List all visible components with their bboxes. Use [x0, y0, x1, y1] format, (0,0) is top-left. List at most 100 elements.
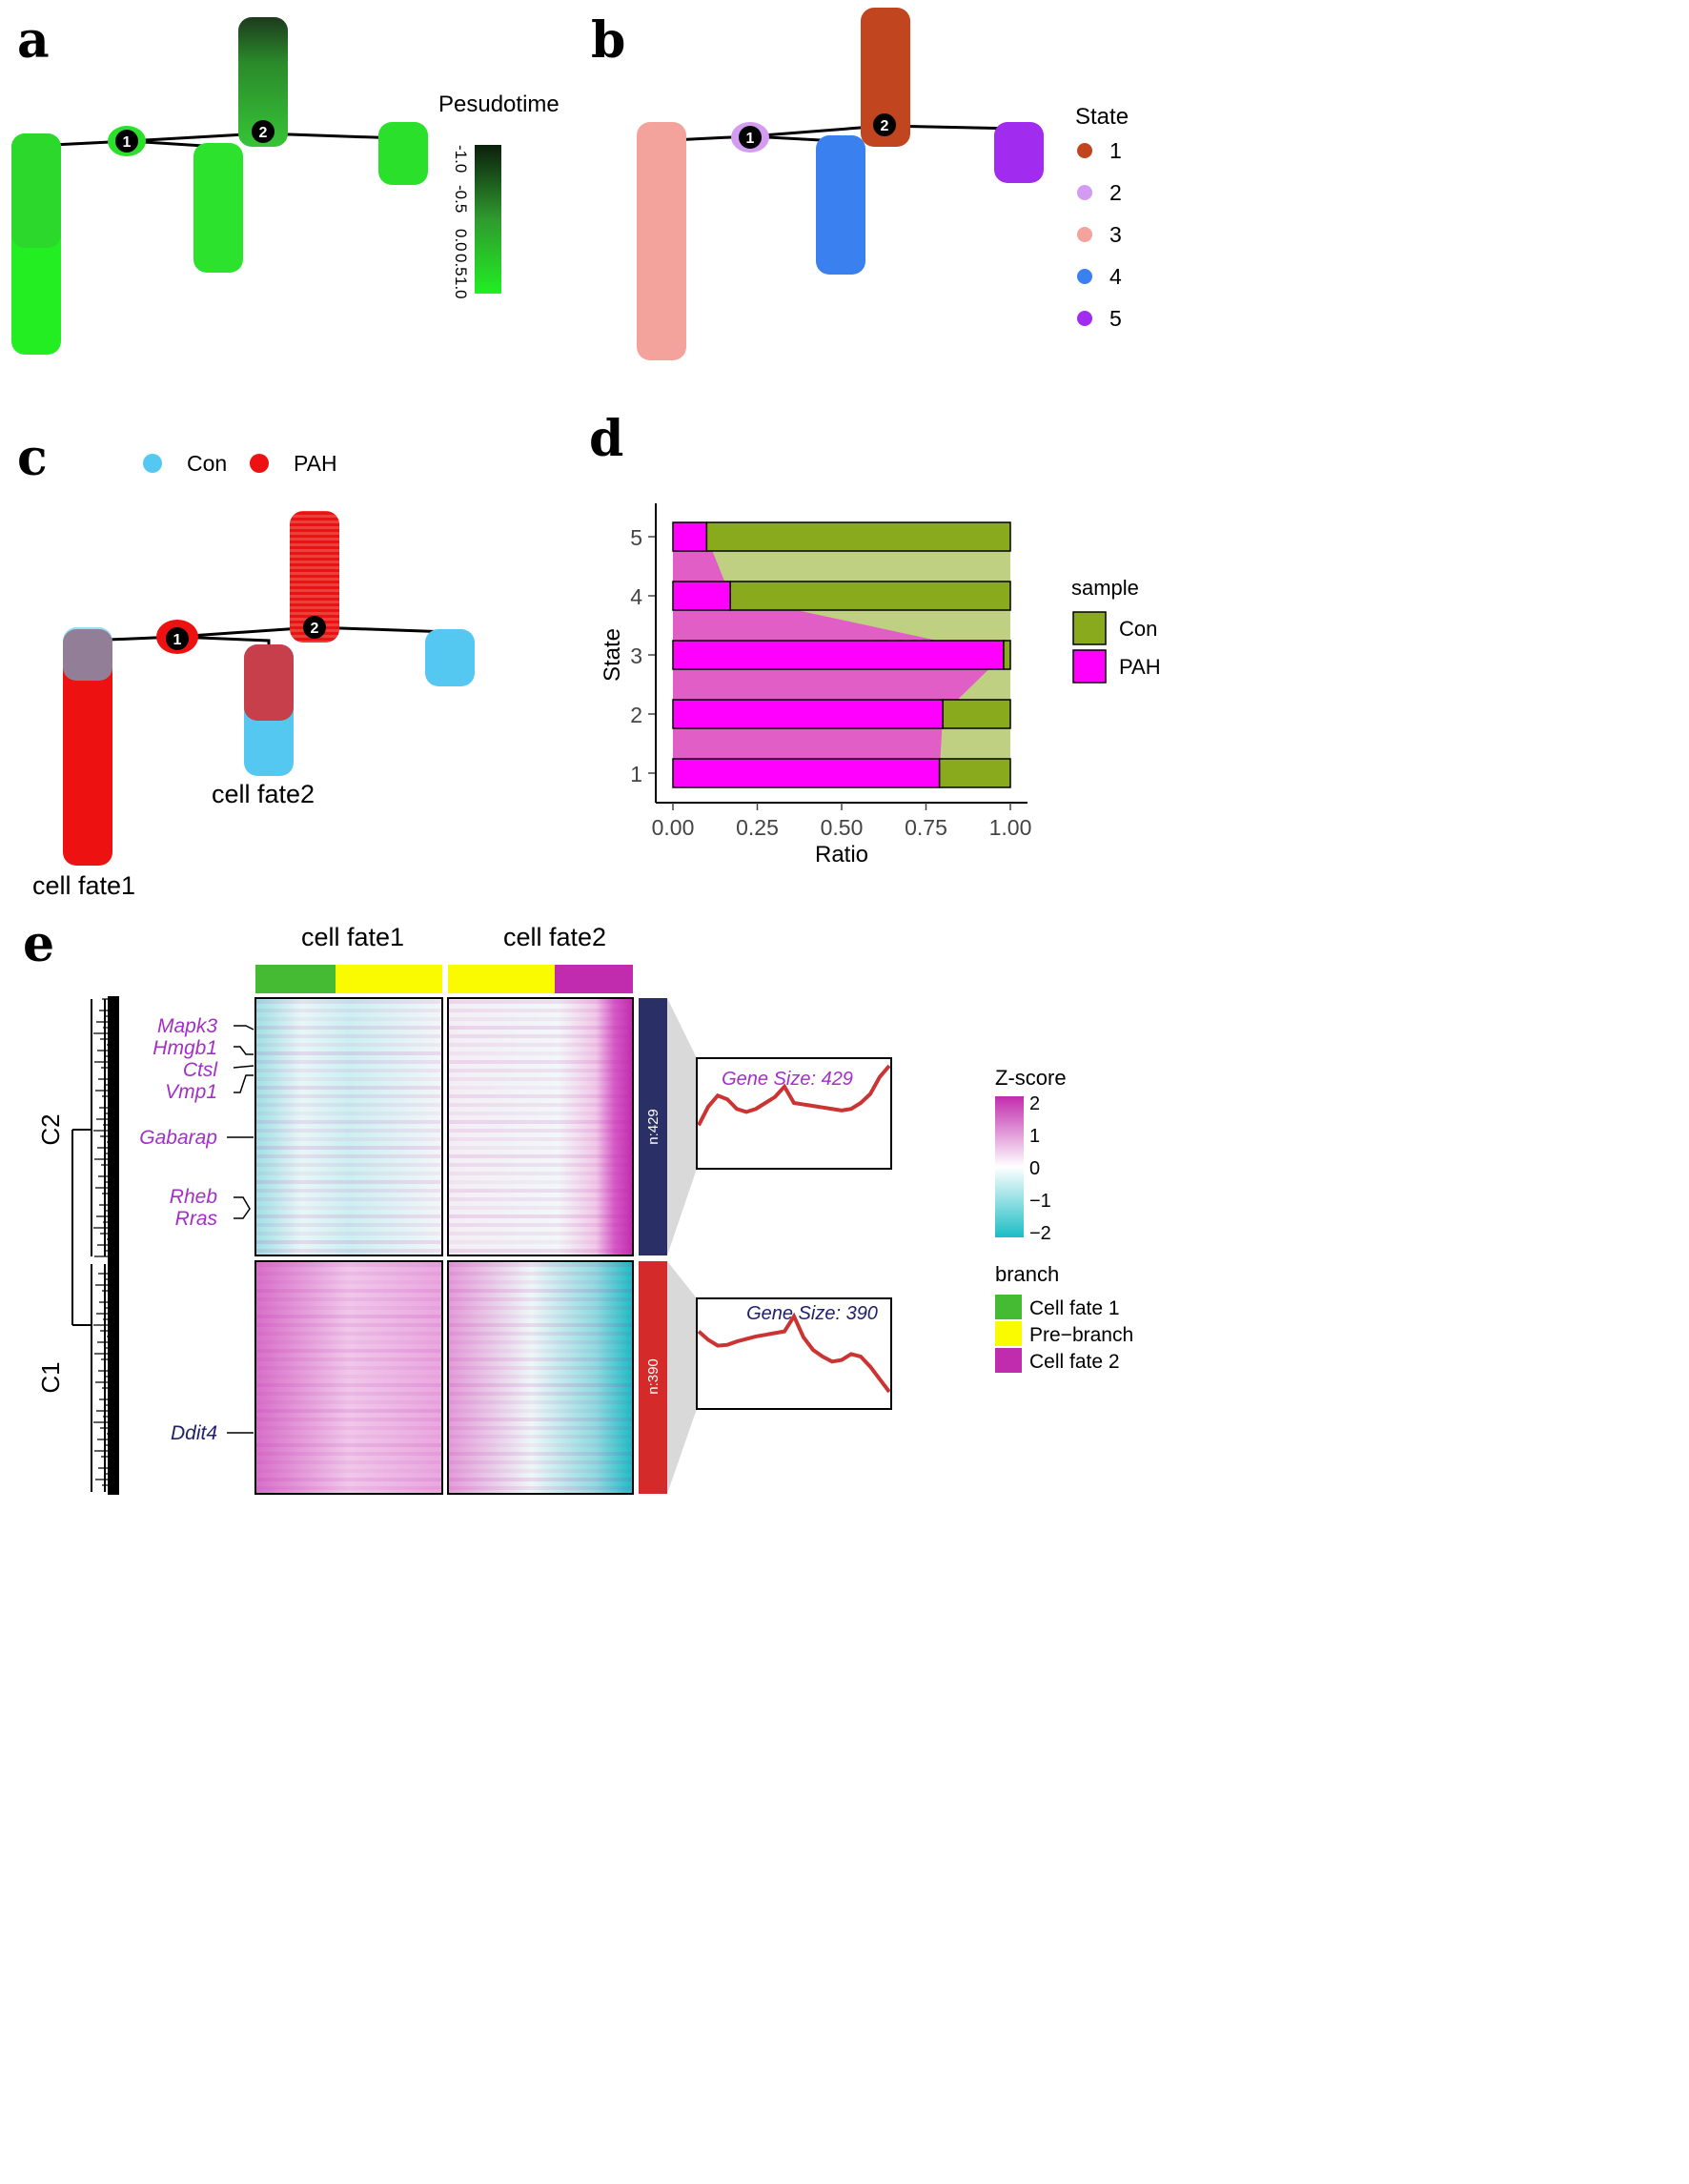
heatmap-row	[448, 1214, 633, 1218]
branch-legend-label: Pre−branch	[1029, 1324, 1133, 1346]
branch-bar-cell-fate1	[255, 965, 336, 993]
heatmap-row	[448, 1315, 633, 1318]
gene-label: Ddit4	[171, 1422, 217, 1444]
gene-leader	[234, 1046, 254, 1055]
trajectory-line	[85, 625, 451, 643]
heatmap-row	[448, 1332, 633, 1336]
dendrogram	[71, 996, 119, 1495]
heatmap-row	[255, 1189, 442, 1193]
state-legend-dot	[1077, 269, 1092, 284]
heatmap-row	[448, 1486, 633, 1490]
heatmap-row	[448, 1409, 633, 1413]
zscore-tick: 1	[1029, 1126, 1040, 1147]
heatmap-row	[255, 1240, 442, 1244]
heatmap-row	[448, 1272, 633, 1276]
heatmap-row-texture	[255, 1000, 633, 1490]
cluster-state5	[994, 122, 1044, 183]
heatmap-row	[255, 1000, 442, 1004]
heatmap-row	[448, 1154, 633, 1158]
heatmap-row	[448, 1323, 633, 1327]
heatmap-row	[255, 1249, 442, 1253]
heatmap-row	[255, 1232, 442, 1235]
gene-label: Ctsl	[183, 1059, 219, 1081]
heatmap-c2-fate2	[447, 997, 634, 1256]
panel-b: b 1 2 State 1 2 3 4 5	[591, 8, 1129, 360]
heatmap-row	[448, 1443, 633, 1447]
dendrogram-branches	[72, 1129, 92, 1326]
heatmap-row	[448, 1357, 633, 1361]
dendrogram-leaves	[93, 996, 119, 1495]
heatmap-row	[255, 1043, 442, 1047]
heatmap-row	[255, 1478, 442, 1481]
state-legend: 1 2 3 4 5	[1077, 138, 1122, 331]
heatmap-row	[448, 1069, 633, 1072]
y-tick-label: 2	[630, 703, 642, 727]
gene-size-label-c1: Gene Size: 390	[746, 1303, 878, 1324]
heatmap-row	[255, 1486, 442, 1490]
branch-bar-pre-branch	[448, 965, 555, 993]
heatmap-row	[448, 1103, 633, 1107]
state-legend-label: 2	[1109, 180, 1122, 205]
heatmap-row	[448, 1452, 633, 1456]
heatmap-row	[448, 1289, 633, 1293]
legend-title: sample	[1071, 576, 1139, 600]
branch-legend: Cell fate 1 Pre−branch Cell fate 2	[995, 1295, 1133, 1373]
heatmap-row	[255, 1357, 442, 1361]
heatmap-row	[255, 1366, 442, 1370]
heatmap-row	[448, 1418, 633, 1421]
heatmap-row	[255, 1409, 442, 1413]
panel-c: c Con PAH 1 2 cell fate2 cell fate1	[17, 429, 475, 900]
legend-swatch-con	[1072, 611, 1107, 645]
cluster-cell-fate1	[63, 629, 112, 866]
x-tick-label: 0.50	[821, 815, 864, 840]
heatmap-row	[448, 1460, 633, 1464]
gene-leader	[234, 1196, 251, 1219]
heatmap-row	[448, 1280, 633, 1284]
y-tick-label: 5	[630, 525, 642, 550]
cluster-cell-fate1-shade	[11, 133, 61, 248]
annotation-cell-fate2: cell fate2	[212, 780, 315, 808]
bar-con-state-3	[1003, 640, 1011, 670]
state-legend-title: State	[1075, 104, 1129, 130]
branch-node-1	[739, 126, 762, 149]
cluster-state1	[238, 17, 288, 147]
cluster-cell-fate2	[193, 143, 243, 273]
heatmap-row	[448, 1383, 633, 1387]
y-tick-label: 3	[630, 643, 642, 668]
heatmap-row	[448, 1375, 633, 1378]
gene-labels-c2: Mapk3 Hmgb1 Ctsl Vmp1 Gabarap Rheb Rras	[139, 1015, 218, 1230]
cluster-bar-c1	[639, 1261, 667, 1494]
branch-node-1-label: 1	[173, 632, 182, 648]
heatmap-row	[255, 1077, 442, 1081]
heatmap-row	[255, 1306, 442, 1310]
heatmap-row	[255, 1272, 442, 1276]
heatmap-row	[448, 1094, 633, 1098]
heatmap-row	[255, 1460, 442, 1464]
zscore-tick: −2	[1029, 1223, 1051, 1244]
bar-pah-state-3	[672, 640, 1005, 670]
heatmap-row	[255, 1332, 442, 1336]
heatmap-c1-fate2	[447, 1260, 634, 1495]
heatmap-row	[448, 1051, 633, 1055]
x-tick-label: 1.00	[989, 815, 1032, 840]
heatmap-row	[255, 1086, 442, 1090]
heatmap-row	[255, 1154, 442, 1158]
zscore-colorbar	[995, 1096, 1024, 1237]
trajectory-line	[51, 132, 401, 147]
gene-label-leaders	[227, 1025, 254, 1434]
gene-size-label-c2: Gene Size: 429	[722, 1069, 853, 1090]
branch-legend-swatch	[995, 1321, 1022, 1346]
cluster-state5	[425, 629, 475, 686]
bar-con-state-1	[938, 758, 1011, 788]
heatmap	[254, 997, 634, 1495]
cluster-bar-c2-label: n:429	[645, 1109, 661, 1145]
heatmap-row	[255, 1137, 442, 1141]
gene-leader	[234, 1074, 254, 1093]
pseudotime-legend-title: Pesudotime	[438, 92, 560, 117]
heatmap-row	[255, 1197, 442, 1201]
x-tick-label: 0.75	[905, 815, 947, 840]
heatmap-row	[255, 1323, 442, 1327]
pseudotime-tick: -0.5	[452, 185, 470, 213]
state-legend-label: 1	[1109, 138, 1122, 163]
zscore-legend-title: Z-score	[995, 1066, 1067, 1090]
